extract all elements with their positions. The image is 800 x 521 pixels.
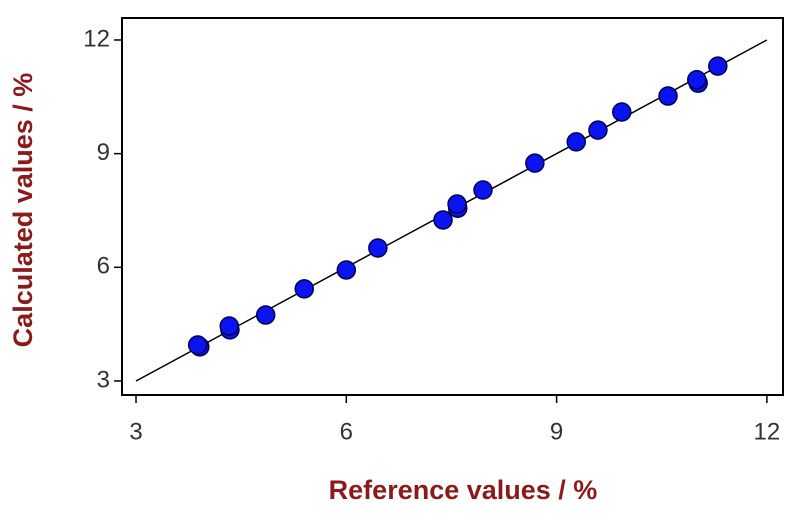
data-point xyxy=(687,70,707,90)
data-point xyxy=(566,132,586,152)
plot-frame xyxy=(121,17,784,396)
data-point xyxy=(525,153,545,173)
data-point xyxy=(473,180,493,200)
x-tick-label: 12 xyxy=(754,418,781,445)
data-point xyxy=(255,305,276,325)
data-point xyxy=(336,260,357,280)
data-point xyxy=(708,56,728,76)
data-point xyxy=(658,86,678,106)
data-point xyxy=(368,238,388,258)
data-point xyxy=(219,316,239,336)
data-point xyxy=(433,210,453,230)
x-tick-label: 6 xyxy=(340,418,353,445)
data-point xyxy=(447,194,467,214)
data-point xyxy=(588,120,608,140)
y-tick-label: 3 xyxy=(97,366,110,393)
x-tick-label: 9 xyxy=(550,418,563,445)
y-tick-label: 9 xyxy=(97,139,110,166)
y-tick-label: 12 xyxy=(83,25,110,52)
y-tick-label: 6 xyxy=(97,253,110,280)
x-tick-label: 3 xyxy=(129,418,142,445)
x-axis-title: Reference values / % xyxy=(329,475,598,505)
data-point xyxy=(187,335,208,355)
y-axis-title: Calculated values / % xyxy=(8,73,38,348)
data-point xyxy=(294,279,314,299)
data-point xyxy=(612,102,632,122)
